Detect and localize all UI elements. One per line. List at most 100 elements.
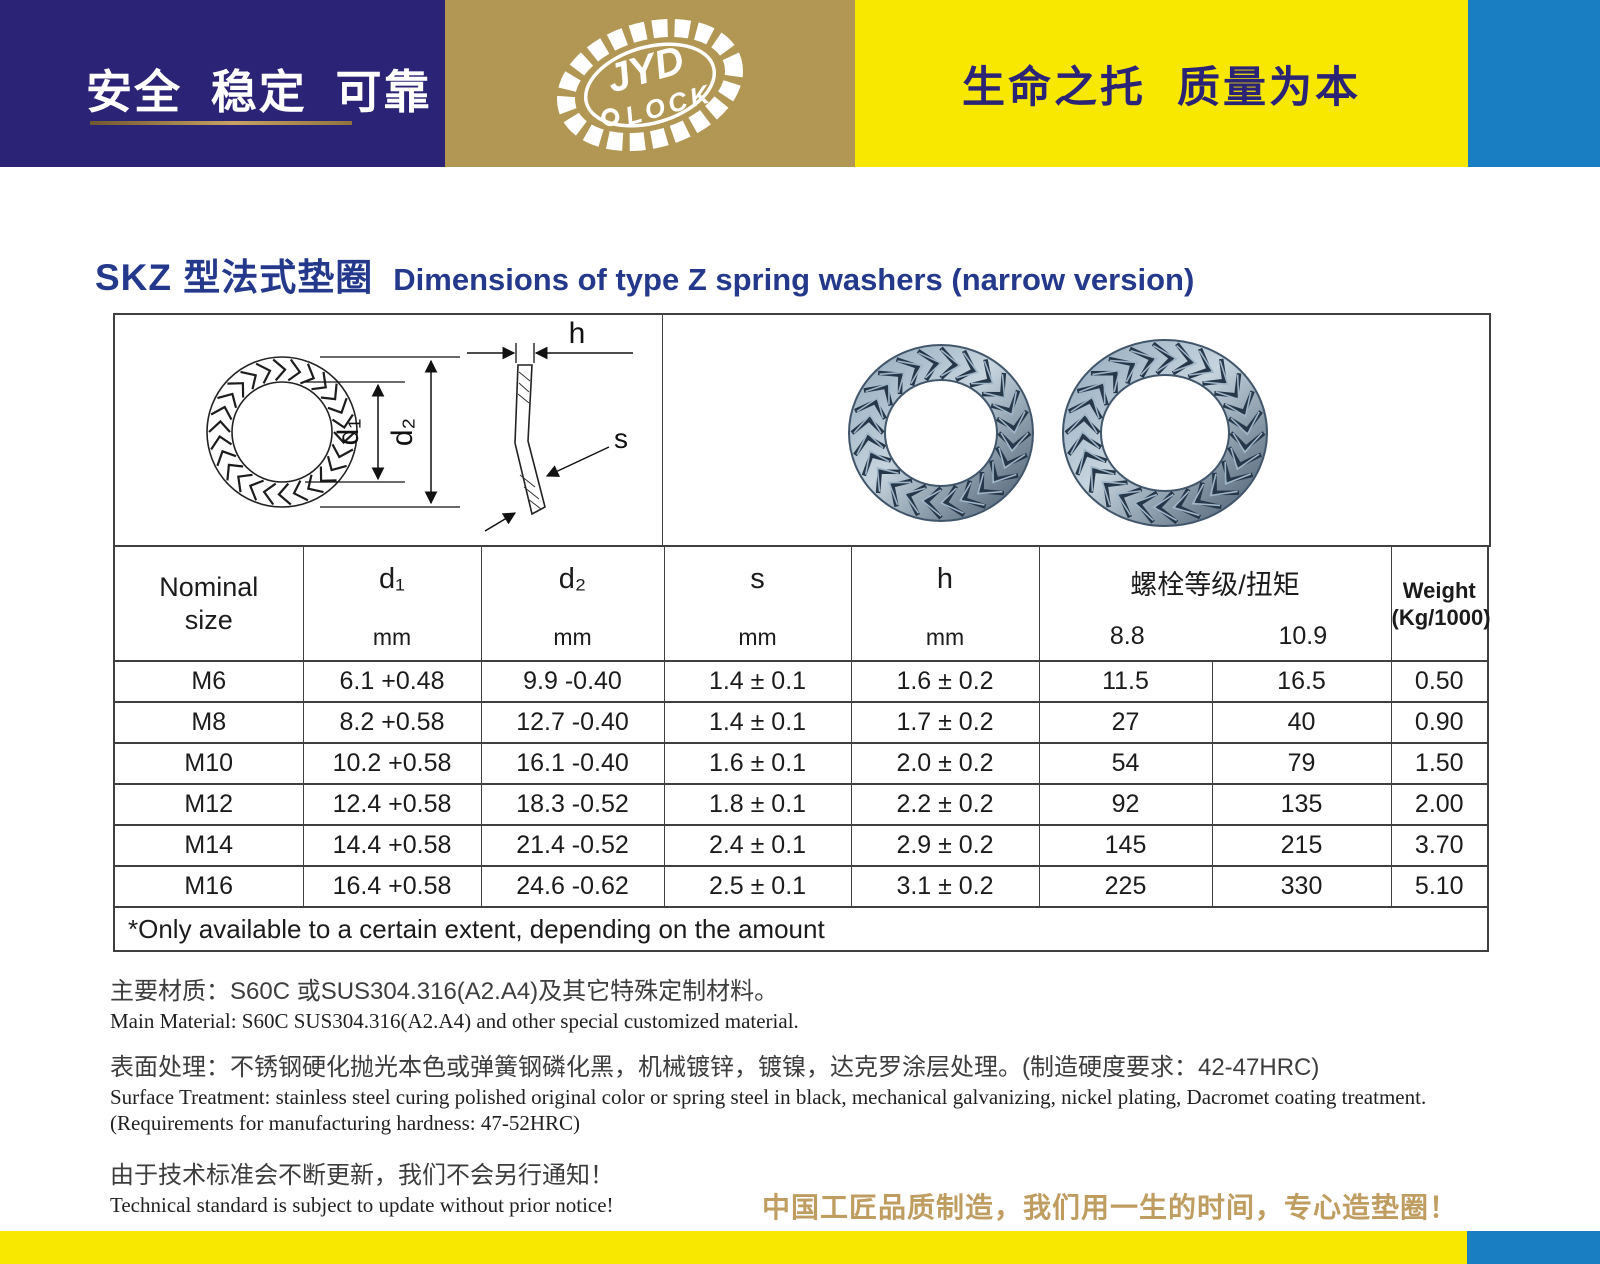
cell-s: 2.4 ± 0.1 bbox=[663, 824, 852, 867]
cell-s: 1.4 ± 0.1 bbox=[663, 701, 852, 744]
note-material-cn: 主要材质：S60C 或SUS304.316(A2.A4)及其它特殊定制材料。 bbox=[110, 978, 779, 1005]
banner-navy-block: 安全 稳定 可靠 bbox=[0, 0, 445, 167]
cell-size: M16 bbox=[113, 865, 304, 908]
figure-box: d₁ d₂ h s bbox=[113, 313, 1491, 547]
cell-d1: 10.2 +0.58 bbox=[302, 742, 482, 785]
washer-photo-small bbox=[848, 344, 1035, 522]
table-header-row: Nominal size d₁ mm d₂ mm s mm h bbox=[113, 545, 1491, 662]
col-header-weight-1: Weight bbox=[1402, 577, 1476, 603]
cell-torque-88: 27 bbox=[1038, 701, 1213, 744]
banner-yellow-block: 生命之托 质量为本 bbox=[855, 0, 1468, 167]
cell-d1: 8.2 +0.58 bbox=[302, 701, 482, 744]
bottom-blue-block bbox=[1467, 1231, 1600, 1264]
cell-torque-88: 92 bbox=[1038, 783, 1213, 826]
col-unit-h: mm bbox=[925, 623, 965, 650]
banner-gold-block: JYD LOCK bbox=[445, 0, 855, 167]
dim-label-d1: d₁ bbox=[332, 419, 365, 446]
cell-s: 2.5 ± 0.1 bbox=[663, 865, 852, 908]
cell-torque-88: 11.5 bbox=[1038, 660, 1213, 703]
cell-weight: 0.90 bbox=[1390, 701, 1489, 744]
col-unit-s: mm bbox=[738, 623, 777, 650]
page-title-en: Dimensions of type Z spring washers (nar… bbox=[393, 262, 1195, 297]
cell-torque-109: 135 bbox=[1211, 783, 1392, 826]
banner-slogan-left: 安全 稳定 可靠 bbox=[86, 66, 432, 118]
dim-label-s: s bbox=[614, 423, 628, 454]
cell-torque-109: 40 bbox=[1211, 701, 1392, 744]
cell-size: M8 bbox=[113, 701, 304, 744]
col-unit-d2: mm bbox=[553, 623, 592, 650]
table-row-m12: M12 12.4 +0.58 18.3 -0.52 1.8 ± 0.1 2.2 … bbox=[113, 783, 1489, 826]
cell-size: M12 bbox=[113, 783, 304, 826]
cell-d1: 6.1 +0.48 bbox=[302, 660, 482, 703]
cell-d2: 12.7 -0.40 bbox=[480, 701, 665, 744]
table-row-m8: M8 8.2 +0.58 12.7 -0.40 1.4 ± 0.1 1.7 ± … bbox=[113, 701, 1489, 744]
cell-h: 1.7 ± 0.2 bbox=[850, 701, 1040, 744]
col-header-d2: d₂ bbox=[558, 562, 587, 595]
note-surface-cn: 表面处理：不锈钢硬化抛光本色或弹簧钢磷化黑，机械镀锌，镀镍，达克罗涂层处理。(制… bbox=[110, 1054, 1320, 1081]
cell-h: 3.1 ± 0.2 bbox=[850, 865, 1040, 908]
table-row-m16: M16 16.4 +0.58 24.6 -0.62 2.5 ± 0.1 3.1 … bbox=[113, 865, 1489, 908]
figure-divider bbox=[662, 315, 663, 547]
cell-d2: 24.6 -0.62 bbox=[480, 865, 665, 908]
cell-torque-109: 215 bbox=[1211, 824, 1392, 867]
jyd-lock-logo-icon: JYD LOCK bbox=[557, 18, 743, 152]
cell-d1: 14.4 +0.58 bbox=[302, 824, 482, 867]
note-standard-en: Technical standard is subject to update … bbox=[110, 1193, 614, 1217]
cell-d1: 12.4 +0.58 bbox=[302, 783, 482, 826]
note-material-en: Main Material: S60C SUS304.316(A2.A4) an… bbox=[110, 1009, 799, 1033]
table-row-m6: M6 6.1 +0.48 9.9 -0.40 1.4 ± 0.1 1.6 ± 0… bbox=[113, 660, 1489, 703]
cell-h: 2.2 ± 0.2 bbox=[850, 783, 1040, 826]
banner-slogan-right: 生命之托 质量为本 bbox=[962, 63, 1361, 112]
table-row-m10: M10 10.2 +0.58 16.1 -0.40 1.6 ± 0.1 2.0 … bbox=[113, 742, 1489, 785]
col-header-bolt-grade: 螺栓等级/扭矩 bbox=[1130, 569, 1300, 600]
page-title: SKZ 型法式垫圈 Dimensions of type Z spring wa… bbox=[95, 247, 1194, 301]
cell-torque-88: 145 bbox=[1038, 824, 1213, 867]
cell-torque-109: 330 bbox=[1211, 865, 1392, 908]
banner-gold-underline bbox=[90, 121, 352, 125]
cell-torque-88: 225 bbox=[1038, 865, 1213, 908]
serration-pattern bbox=[208, 358, 356, 506]
cell-weight: 0.50 bbox=[1390, 660, 1489, 703]
cell-size: M14 bbox=[113, 824, 304, 867]
cell-d2: 9.9 -0.40 bbox=[480, 660, 665, 703]
cell-torque-109: 79 bbox=[1211, 742, 1392, 785]
cell-s: 1.4 ± 0.1 bbox=[663, 660, 852, 703]
note-standard-cn: 由于技术标准会不断更新，我们不会另行通知！ bbox=[110, 1162, 614, 1189]
washer-technical-drawing: d₁ d₂ h s bbox=[206, 317, 633, 532]
banner-blue-block bbox=[1468, 0, 1600, 167]
table-footnote-row: *Only available to a certain extent, dep… bbox=[113, 906, 1489, 952]
cell-d2: 18.3 -0.52 bbox=[480, 783, 665, 826]
footer-slogan: 中国工匠品质制造，我们用一生的时间，专心造垫圈！ bbox=[761, 1192, 1458, 1223]
cell-d1: 16.4 +0.58 bbox=[302, 865, 482, 908]
cell-d2: 16.1 -0.40 bbox=[480, 742, 665, 785]
cell-weight: 5.10 bbox=[1390, 865, 1489, 908]
cell-d2: 21.4 -0.52 bbox=[480, 824, 665, 867]
dim-label-d2: d₂ bbox=[386, 418, 419, 446]
cell-weight: 1.50 bbox=[1390, 742, 1489, 785]
cell-size: M6 bbox=[113, 660, 304, 703]
table-footnote: *Only available to a certain extent, dep… bbox=[113, 906, 1489, 952]
cell-weight: 2.00 bbox=[1390, 783, 1489, 826]
col-header-d1: d₁ bbox=[379, 562, 405, 595]
cell-s: 1.6 ± 0.1 bbox=[663, 742, 852, 785]
col-unit-d1: mm bbox=[372, 623, 412, 650]
washer-photos bbox=[848, 339, 1269, 527]
col-header-h: h bbox=[936, 562, 954, 595]
cell-s: 1.8 ± 0.1 bbox=[663, 783, 852, 826]
page-title-cn: SKZ 型法式垫圈 bbox=[95, 257, 374, 298]
dimensions-table: Nominal size d₁ mm d₂ mm s mm h bbox=[113, 545, 1491, 952]
col-header-grade-88: 8.8 bbox=[1109, 621, 1145, 650]
cell-h: 2.9 ± 0.2 bbox=[850, 824, 1040, 867]
notes-block: 主要材质：S60C 或SUS304.316(A2.A4)及其它特殊定制材料。 M… bbox=[110, 976, 1510, 1218]
cell-torque-88: 54 bbox=[1038, 742, 1213, 785]
col-header-nominal-2: size bbox=[184, 604, 233, 635]
cell-torque-109: 16.5 bbox=[1211, 660, 1392, 703]
cell-weight: 3.70 bbox=[1390, 824, 1489, 867]
col-header-nominal-1: Nominal bbox=[159, 571, 259, 602]
note-surface-en2: (Requirements for manufacturing hardness… bbox=[110, 1111, 581, 1135]
cell-h: 1.6 ± 0.2 bbox=[850, 660, 1040, 703]
col-header-weight-2: (Kg/1000) bbox=[1391, 604, 1491, 630]
bottom-yellow-stripe bbox=[0, 1231, 1600, 1264]
col-header-s: s bbox=[750, 562, 765, 595]
